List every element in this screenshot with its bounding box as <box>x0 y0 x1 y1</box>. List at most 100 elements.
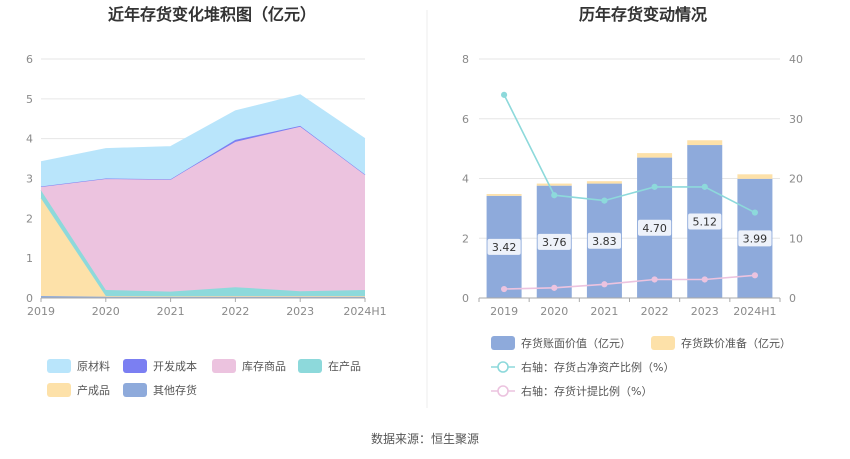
right-right-y-tick-label: 20 <box>789 173 803 186</box>
right-bar-series: 3.42 3.76 3.83 4.70 5.12 3.99 <box>486 140 773 298</box>
right-right-y-tick-label: 10 <box>789 232 803 245</box>
right-line-series <box>500 91 759 293</box>
bar-value-label-bg <box>487 238 521 255</box>
line-point <box>551 284 558 291</box>
left-x-tick-label: 2024H1 <box>343 305 386 318</box>
right-x-tick-label: 2022 <box>641 305 669 318</box>
right-chart-title: 历年存货变动情况 <box>579 5 707 24</box>
left-legend-swatch <box>47 359 71 373</box>
right-x-tick-label: 2021 <box>590 305 618 318</box>
left-area-series <box>40 94 366 298</box>
line-point <box>601 197 608 204</box>
left-x-tick-label: 2020 <box>92 305 120 318</box>
right-legend-item: 右轴：存货占净资产比例（%） <box>491 360 674 374</box>
right-legend-marker <box>497 385 509 397</box>
right-gridlines <box>479 58 780 239</box>
left-legend-item: 开发成本 <box>123 359 197 373</box>
right-right-y-tick-label: 30 <box>789 113 803 126</box>
left-legend-item: 产成品 <box>47 383 110 397</box>
line-point <box>601 281 608 288</box>
right-left-y-tick-label: 0 <box>462 292 469 305</box>
bar-存货跌价准备（亿元） <box>637 153 673 158</box>
right-right-y-tick-label: 40 <box>789 53 803 66</box>
area-series-原材料 <box>41 94 365 187</box>
left-axes: 0 1 2 3 4 5 6 2019 2020 2021 2022 2023 2024H1 <box>26 53 387 318</box>
left-legend-label: 开发成本 <box>153 359 197 373</box>
left-y-tick-label: 1 <box>26 252 33 265</box>
left-y-tick-label: 2 <box>26 212 33 225</box>
bar-value-label: 3.83 <box>592 235 617 248</box>
left-legend-label: 原材料 <box>77 359 110 373</box>
line-point <box>751 272 759 279</box>
left-legend-label: 在产品 <box>328 359 361 373</box>
right-left-y-tick-label: 2 <box>462 232 469 245</box>
bar-value-label-bg <box>637 219 672 236</box>
right-legend-swatch <box>491 336 515 350</box>
line-point <box>500 91 508 98</box>
left-legend-swatch <box>298 359 322 373</box>
right-left-y-tick-label: 6 <box>462 113 469 126</box>
line-point <box>701 183 708 190</box>
right-x-tick-label: 2024H1 <box>733 305 776 318</box>
right-legend-label: 存货跌价准备（亿元） <box>681 336 791 350</box>
line-point <box>500 285 508 293</box>
line-series-右轴：存货计提比例（%） <box>504 274 755 290</box>
left-legend-swatch <box>123 383 147 397</box>
bar-存货跌价准备（亿元） <box>737 174 773 179</box>
left-legend-swatch <box>47 383 71 397</box>
right-legend-label: 存货账面价值（亿元） <box>521 336 631 350</box>
area-series-产成品 <box>41 198 365 297</box>
right-left-y-tick-label: 4 <box>462 173 469 186</box>
bar-value-label: 3.99 <box>743 232 768 245</box>
bar-value-label: 3.76 <box>542 236 567 249</box>
right-legend-item: 右轴：存货计提比例（%） <box>491 384 652 398</box>
right-legend-label: 右轴：存货计提比例（%） <box>521 384 652 398</box>
left-legend-item: 在产品 <box>298 359 361 373</box>
inventory-change-bar-chart: 历年存货变动情况 3.42 3.76 3.83 4.70 5.12 3.99 0 2 4 6 8 0… <box>462 5 803 398</box>
left-legend-swatch <box>212 359 236 373</box>
line-point <box>651 183 658 190</box>
bar-value-label-bg <box>738 230 772 247</box>
left-y-tick-label: 3 <box>26 173 33 186</box>
left-x-tick-label: 2019 <box>27 305 55 318</box>
line-point <box>701 276 708 283</box>
right-legend-marker <box>497 361 509 373</box>
left-y-tick-label: 6 <box>26 53 33 66</box>
right-left-y-tick-label: 8 <box>462 53 469 66</box>
area-edge-原材料 <box>40 94 366 163</box>
bar-value-label-bg <box>537 233 571 250</box>
left-y-tick-label: 0 <box>26 292 33 305</box>
left-legend-item: 其他存货 <box>123 383 197 397</box>
right-legend: 存货账面价值（亿元） 存货跌价准备（亿元） 右轴：存货占净资产比例（%） 右轴：存货计… <box>491 336 791 398</box>
bar-value-label: 3.42 <box>492 241 517 254</box>
left-x-tick-label: 2022 <box>221 305 249 318</box>
bar-存货跌价准备（亿元） <box>687 140 723 146</box>
line-point <box>651 276 658 283</box>
left-x-tick-label: 2021 <box>157 305 185 318</box>
left-legend-swatch <box>123 359 147 373</box>
right-right-y-tick-label: 0 <box>789 292 796 305</box>
left-y-tick-label: 4 <box>26 133 33 146</box>
left-legend-label: 库存商品 <box>242 359 286 373</box>
line-point <box>751 209 759 216</box>
left-legend-item: 库存商品 <box>212 359 286 373</box>
bar-value-label: 4.70 <box>642 222 667 235</box>
left-legend-label: 其他存货 <box>153 383 197 397</box>
area-series-库存商品 <box>41 126 365 292</box>
left-chart-title: 近年存货变化堆积图（亿元） <box>108 5 316 24</box>
line-point <box>551 192 558 199</box>
left-x-tick-label: 2023 <box>286 305 314 318</box>
bar-value-label: 5.12 <box>693 216 718 229</box>
bar-存货跌价准备（亿元） <box>586 181 622 184</box>
left-legend-item: 原材料 <box>47 359 110 373</box>
bar-value-label-bg <box>587 232 622 249</box>
right-legend-label: 右轴：存货占净资产比例（%） <box>521 360 674 374</box>
left-legend-label: 产成品 <box>77 383 110 397</box>
right-axes: 0 2 4 6 8 0 10 20 30 40 2019 2020 2021 2022 2023 2024H1 <box>462 53 803 318</box>
right-legend-swatch <box>651 336 675 350</box>
right-legend-item: 存货账面价值（亿元） <box>491 336 631 350</box>
bar-value-label-bg <box>688 213 722 230</box>
right-x-tick-label: 2020 <box>540 305 568 318</box>
